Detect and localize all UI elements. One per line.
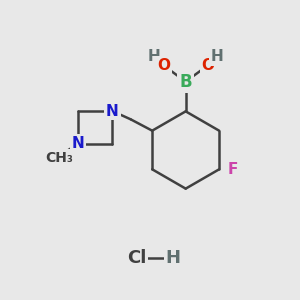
Text: F: F <box>228 162 238 177</box>
Text: H: H <box>166 250 181 268</box>
Text: B: B <box>179 73 192 91</box>
Text: H: H <box>148 50 161 64</box>
Text: O: O <box>157 58 170 73</box>
Text: N: N <box>72 136 85 151</box>
Text: O: O <box>202 58 214 73</box>
Text: H: H <box>211 50 223 64</box>
Text: Cl: Cl <box>127 250 146 268</box>
Text: CH₃: CH₃ <box>45 151 73 165</box>
Text: N: N <box>106 103 119 118</box>
